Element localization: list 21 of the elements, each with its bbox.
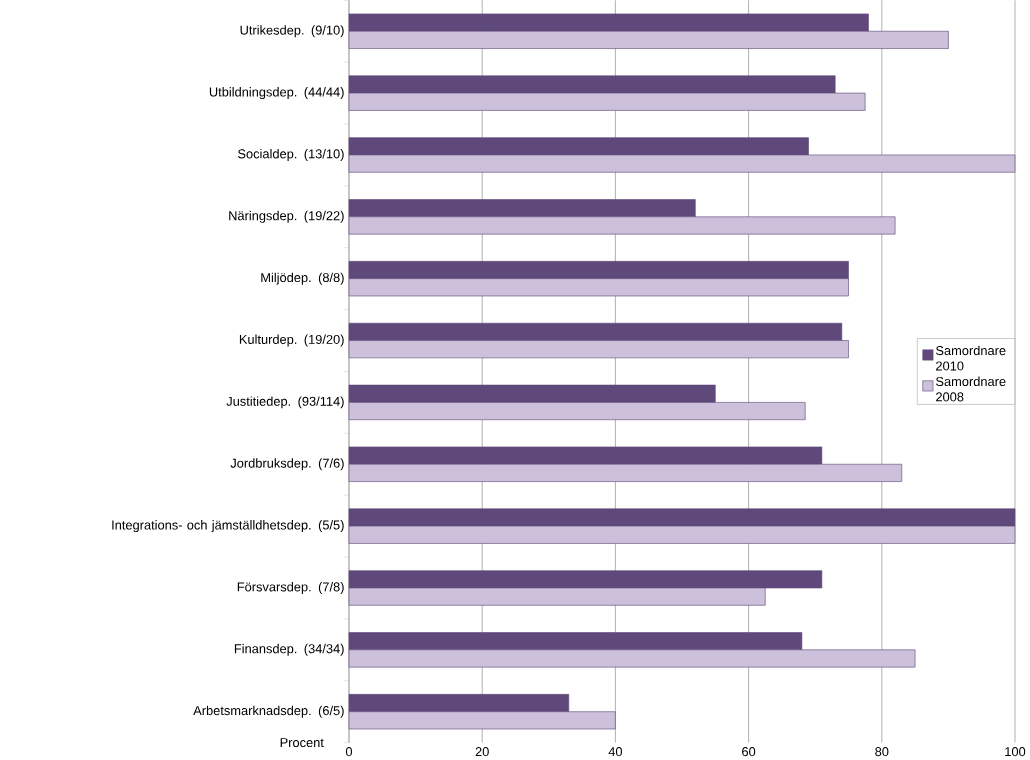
- legend-label: Samordnare 2010: [936, 345, 1006, 371]
- y-tick-label: Arbetsmarknadsdep. (6/5): [193, 705, 344, 718]
- y-tick-label: Justitiedep. (93/114): [226, 396, 344, 409]
- y-tick-label: Integrations- och jämställdhetsdep. (5/5): [112, 519, 344, 532]
- y-tick-label: Utrikesdep. (9/10): [240, 25, 344, 37]
- x-tick-label: 0: [345, 746, 353, 756]
- x-axis-title: Procent: [280, 737, 324, 747]
- x-tick-label: 80: [875, 746, 889, 756]
- y-tick-label: Näringsdep. (19/22): [229, 210, 344, 223]
- y-tick-label: Kulturdep. (19/20): [239, 334, 344, 347]
- x-tick-label: 20: [475, 746, 489, 756]
- x-tick-label: 100: [1005, 746, 1026, 756]
- x-tick-label: 40: [608, 746, 623, 756]
- y-tick-label: Försvarsdep. (7/8): [237, 581, 344, 594]
- y-tick-label: Miljödep. (8/8): [261, 272, 344, 285]
- y-tick-label: Finansdep. (34/34): [234, 643, 344, 656]
- y-tick-label: Utbildningsdep. (44/44): [209, 86, 344, 99]
- x-tick-label: 60: [742, 746, 756, 756]
- y-tick-label: Jordbruksdep. (7/6): [230, 458, 344, 470]
- legend-label: Samordnare 2008: [936, 376, 1006, 402]
- y-tick-label: Socialdep. (13/10): [238, 148, 344, 161]
